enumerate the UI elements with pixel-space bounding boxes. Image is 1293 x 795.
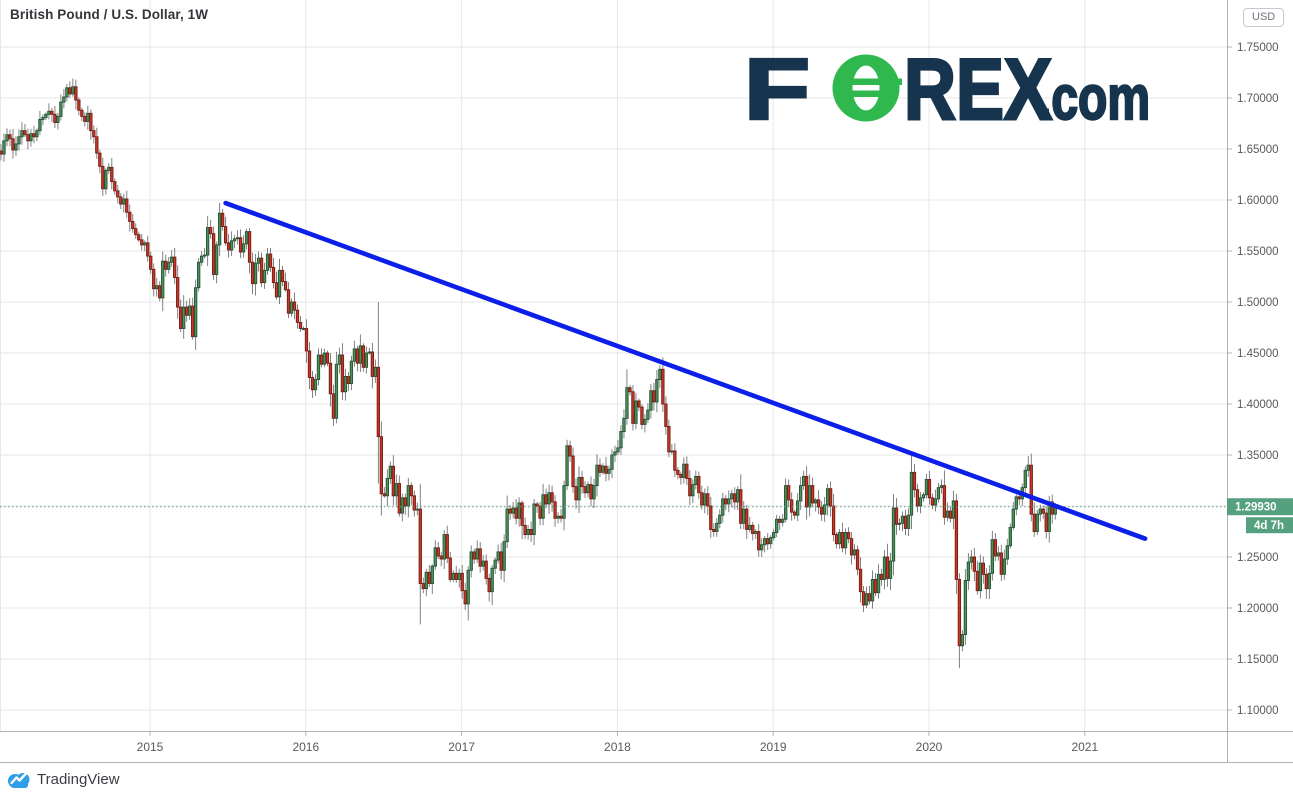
svg-text:4d 7h: 4d 7h xyxy=(1254,520,1284,532)
price-tick-label: 1.20000 xyxy=(1237,603,1279,615)
currency-toggle-button[interactable]: USD xyxy=(1243,8,1285,27)
price-tick-label: 1.65000 xyxy=(1237,144,1279,156)
price-tick-label: 1.55000 xyxy=(1237,246,1279,258)
symbol-title: British Pound / U.S. Dollar, 1W xyxy=(10,7,209,22)
year-tick-label: 2020 xyxy=(916,740,943,754)
price-tick-label: 1.10000 xyxy=(1237,705,1279,717)
grid xyxy=(0,0,1227,731)
price-tick-label: 1.60000 xyxy=(1237,195,1279,207)
forex-wordmark: F REX .com xyxy=(743,44,1152,130)
tradingview-wordmark[interactable]: TradingView xyxy=(37,770,120,788)
price-tick-label: 1.35000 xyxy=(1237,450,1279,462)
forex-letter-f: F xyxy=(744,44,810,130)
trendline[interactable] xyxy=(223,200,1148,541)
candlestick-series xyxy=(0,78,1057,669)
bar-countdown-label: 4d 7h xyxy=(1246,517,1293,534)
year-tick-label: 2015 xyxy=(137,740,164,754)
year-tick-label: 2019 xyxy=(760,740,787,754)
year-tick-label: 2021 xyxy=(1071,740,1098,754)
axis-borders xyxy=(0,0,1293,763)
price-tick-label: 1.75000 xyxy=(1237,42,1279,54)
forex-dotcom-suffix: .com xyxy=(1038,64,1150,130)
price-tick-label: 1.50000 xyxy=(1237,297,1279,309)
tradingview-logo-icon[interactable] xyxy=(7,768,31,790)
svg-text:1.29930: 1.29930 xyxy=(1235,502,1277,514)
price-tick-label: 1.15000 xyxy=(1237,654,1279,666)
last-price-label: 1.29930 xyxy=(1227,498,1293,516)
forex-letters-rex: REX xyxy=(904,44,1052,130)
time-axis[interactable]: 2015 2016 2017 2018 2019 2020 2021 xyxy=(137,731,1099,754)
attribution-footer: TradingView xyxy=(0,763,1293,795)
price-tick-label: 1.40000 xyxy=(1237,399,1279,411)
price-axis[interactable]: 1.75000 1.70000 1.65000 1.60000 1.55000 1.500… xyxy=(1227,42,1279,717)
price-tick-label: 1.25000 xyxy=(1237,552,1279,564)
forex-letter-o-icon xyxy=(832,54,902,122)
year-tick-label: 2016 xyxy=(292,740,319,754)
year-tick-label: 2018 xyxy=(604,740,631,754)
price-tick-label: 1.70000 xyxy=(1237,93,1279,105)
forex-com-logo: F REX .com xyxy=(743,44,1152,130)
year-tick-label: 2017 xyxy=(448,740,475,754)
price-tick-label: 1.45000 xyxy=(1237,348,1279,360)
